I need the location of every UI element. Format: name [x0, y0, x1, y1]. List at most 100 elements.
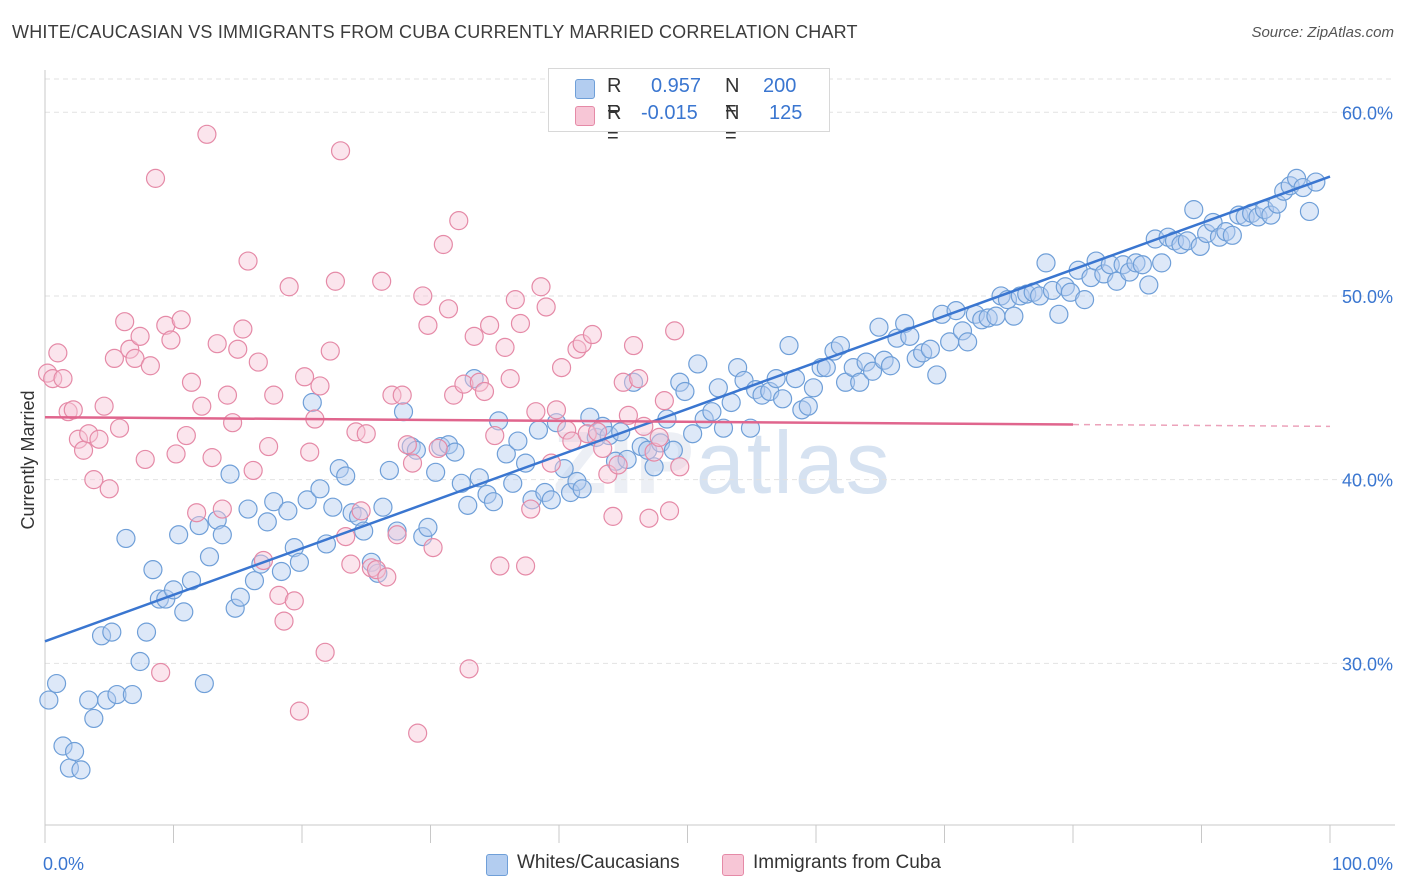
- whites-point: [130, 651, 150, 672]
- cuba-point: [171, 310, 191, 330]
- whites-point: [880, 356, 901, 376]
- whites-point: [464, 369, 484, 389]
- cuba-point: [84, 470, 104, 490]
- whites-point: [952, 321, 973, 341]
- y-axis-label: Currently Married: [18, 390, 38, 529]
- whites-point: [84, 708, 104, 729]
- cuba-point: [603, 506, 623, 526]
- cuba-point: [43, 369, 63, 389]
- cuba-point: [120, 339, 140, 359]
- watermark-atlas: atlas: [695, 413, 892, 512]
- cuba-point: [639, 508, 659, 528]
- whites-point: [1261, 205, 1281, 225]
- whites-point: [225, 598, 245, 618]
- cuba-point: [582, 324, 603, 345]
- legend-n-label: N =: [725, 75, 740, 120]
- whites-point: [535, 482, 555, 503]
- cuba-point: [665, 321, 685, 341]
- cuba-point: [248, 352, 268, 372]
- whites-point: [379, 460, 399, 481]
- cuba-point: [212, 499, 232, 519]
- cuba-point: [94, 396, 114, 416]
- whites-point: [122, 684, 142, 705]
- cuba-point: [433, 234, 453, 255]
- whites-point: [220, 464, 240, 484]
- whites-point: [310, 479, 330, 499]
- whites-point: [1126, 253, 1146, 273]
- whites-point: [496, 444, 516, 464]
- whites-point: [702, 402, 722, 422]
- cuba-point: [264, 385, 284, 405]
- whites-point: [1197, 223, 1217, 244]
- whites-point: [199, 547, 220, 567]
- cuba-point: [567, 339, 587, 359]
- cuba-point: [480, 315, 500, 335]
- y-tick-label: 50.0%: [1342, 287, 1393, 307]
- cuba-point: [274, 611, 294, 631]
- cuba-point: [608, 455, 628, 475]
- legend-r-label: R =: [607, 102, 622, 147]
- whites-point: [1152, 253, 1172, 273]
- cuba-point: [464, 326, 484, 346]
- cuba-point: [392, 385, 412, 405]
- whites-point: [257, 512, 277, 532]
- cuba-point: [670, 457, 690, 477]
- cuba-point: [166, 444, 186, 464]
- whites-point: [927, 365, 947, 385]
- chart-source: Source: ZipAtlas.com: [1251, 24, 1394, 41]
- cuba-point: [526, 402, 546, 422]
- whites-point: [792, 400, 812, 420]
- whites-point: [503, 473, 523, 493]
- whites-point: [271, 561, 292, 582]
- cuba-point: [161, 330, 181, 350]
- cuba-point: [320, 341, 340, 361]
- cuba-point: [510, 313, 531, 334]
- cuba-point: [315, 642, 335, 662]
- y-tick-label: 60.0%: [1342, 103, 1393, 123]
- whites-point: [862, 361, 883, 381]
- whites-point: [329, 459, 349, 479]
- whites-point: [958, 332, 978, 352]
- whites-point: [438, 435, 459, 455]
- whites-point: [289, 552, 310, 572]
- whites-point: [143, 560, 163, 580]
- legend-r-label: R =: [607, 75, 622, 120]
- cuba-point: [449, 211, 469, 231]
- whites-point: [1055, 277, 1075, 297]
- cuba-point: [377, 567, 397, 587]
- whites-point: [541, 490, 561, 510]
- cuba-point: [413, 286, 433, 306]
- cuba-trend-extension: [1072, 423, 1331, 428]
- cuba-point: [428, 438, 448, 459]
- cuba-point: [330, 141, 351, 161]
- cuba-point: [89, 429, 109, 449]
- cuba-point: [181, 372, 202, 392]
- cuba-point: [233, 319, 253, 339]
- legend-n-label: N =: [725, 102, 740, 147]
- cuba-point: [73, 440, 94, 460]
- whites-point: [79, 690, 99, 710]
- cuba-point: [109, 418, 130, 438]
- whites-point: [1036, 253, 1056, 273]
- cuba-point: [192, 396, 212, 416]
- whites-point: [323, 497, 343, 517]
- whites-point: [483, 492, 504, 512]
- cuba-point: [505, 290, 525, 310]
- cuba-point: [629, 369, 649, 389]
- cuba-point: [68, 429, 89, 449]
- cuba-trend-line: [44, 415, 1074, 426]
- cuba-point: [418, 315, 438, 335]
- whites-point: [708, 378, 728, 398]
- cuba-point: [341, 554, 361, 574]
- whites-point: [264, 492, 284, 512]
- whites-point: [107, 684, 127, 705]
- cuba-point: [372, 271, 392, 291]
- whites-point: [972, 310, 992, 330]
- whites-point: [46, 673, 67, 694]
- whites-point: [278, 501, 298, 521]
- whites-point: [174, 602, 194, 622]
- whites-point: [986, 306, 1006, 326]
- whites-point: [302, 392, 322, 413]
- whites-point: [53, 736, 73, 756]
- whites-point: [623, 372, 644, 392]
